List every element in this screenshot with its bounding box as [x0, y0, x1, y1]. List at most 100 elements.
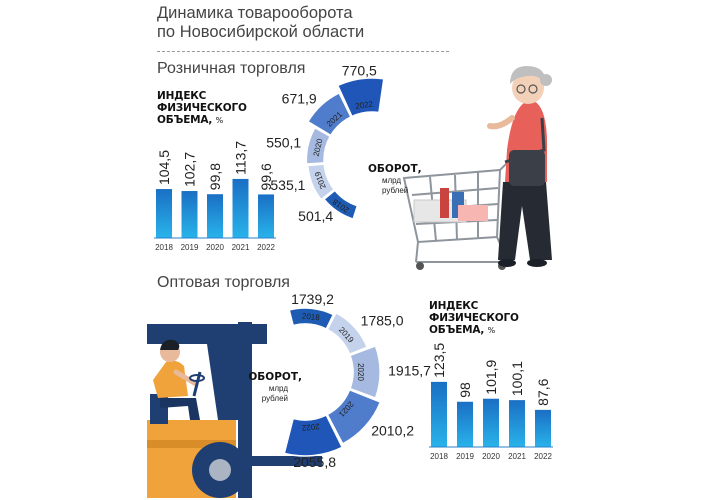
wholesale-index-title-line1: ИНДЕКС — [429, 300, 479, 312]
driver-trousers — [160, 398, 200, 420]
forklift-roof — [147, 324, 267, 344]
value-label-2022: 770,5 — [342, 63, 377, 79]
wholesale-index-title-line3: ОБЪЕМА, — [429, 324, 485, 336]
hair-bun — [540, 74, 552, 86]
value-label-2022: 99,6 — [258, 163, 274, 190]
forklift-frame — [207, 344, 238, 420]
tick-label-2020: 2020 — [482, 452, 500, 461]
value-label-2018: 501,4 — [298, 208, 333, 224]
driver-hair — [160, 339, 180, 350]
charts: 2018 104,5 2019 102,7 2020 99,8 2021 113,7 2022 9… — [154, 63, 553, 470]
tick-label-2022: 2022 — [534, 452, 552, 461]
slice-2020 — [305, 126, 332, 165]
title-line-2: по Новосибирской области — [157, 23, 365, 41]
tick-label-2022: 2022 — [257, 243, 275, 252]
slice-2022 — [283, 414, 344, 457]
turnover-unit-line1: млрд — [382, 176, 401, 185]
value-label-2020: 101,9 — [483, 359, 499, 394]
forklift-stripe — [147, 440, 236, 448]
woman-trousers — [498, 182, 552, 260]
woman-hair — [510, 66, 547, 86]
tick-label-2019: 2019 — [181, 243, 199, 252]
retail-index-unit: % — [215, 116, 224, 125]
retail-index-title-line3: ОБЪЕМА, — [157, 114, 213, 126]
slice-2019 — [326, 311, 369, 356]
glasses — [528, 84, 538, 94]
slice-2018 — [288, 307, 335, 330]
shoe — [527, 259, 547, 267]
value-label-2021: 113,7 — [233, 141, 249, 175]
bar-2019 — [457, 401, 473, 447]
woman-arm — [487, 115, 515, 130]
wholesale-index-chart: 2018 123,5 2019 98 2020 101,9 2021 100,1 2022 87,… — [429, 343, 553, 461]
slice-2021 — [306, 91, 352, 137]
retail-index-title: ИНДЕКС ФИЗИЧЕСКОГО ОБЪЕМА, % — [157, 90, 247, 127]
handbag — [509, 150, 545, 186]
title-line-1: Динамика товарооборота — [157, 4, 353, 22]
wholesale-index-unit: % — [487, 326, 496, 335]
value-label-2020: 99,8 — [207, 163, 223, 190]
bar-2021 — [232, 178, 249, 238]
bar-2020 — [483, 398, 499, 447]
year-label-2022: 2022 — [355, 99, 374, 111]
value-label-2021: 671,9 — [282, 91, 317, 107]
value-label-2018: 123,5 — [431, 343, 447, 378]
tick-label-2019: 2019 — [456, 452, 474, 461]
value-label-2022: 2055,8 — [293, 454, 336, 470]
wholesale-section-title: Оптовая торговля — [157, 274, 290, 291]
slice-2018 — [322, 189, 359, 221]
page-title: Динамика товарооборота по Новосибирской … — [157, 4, 364, 42]
wholesale-index-title: ИНДЕКС ФИЗИЧЕСКОГО ОБЪЕМА, % — [429, 300, 519, 337]
basket — [458, 205, 488, 221]
retail-index-chart: 2018 104,5 2019 102,7 2020 99,8 2021 113,7 2022 9… — [154, 141, 276, 252]
retail-section-title: Розничная торговля — [157, 60, 306, 77]
value-label-2019: 535,1 — [270, 177, 305, 193]
year-label-2022: 2022 — [301, 422, 320, 433]
bar-2021 — [509, 400, 525, 447]
woman-face — [512, 72, 544, 104]
turnover-label: ОБОРОТ, — [368, 163, 422, 175]
divider — [157, 51, 449, 52]
turnover-unit-line1: млрд — [269, 384, 288, 393]
value-label-2020: 550,1 — [266, 134, 301, 150]
value-label-2021: 2010,2 — [371, 422, 414, 438]
glasses — [516, 84, 526, 94]
value-label-2020: 1915,7 — [388, 363, 431, 379]
value-label-2018: 1739,2 — [291, 291, 334, 307]
cart-wheel — [416, 262, 424, 270]
steering-wheel — [189, 374, 205, 382]
woman-with-cart-illustration — [402, 66, 552, 270]
tick-label-2021: 2021 — [508, 452, 526, 461]
year-label-2020: 2020 — [312, 137, 325, 157]
forklift-illustration — [147, 322, 322, 498]
year-label-2020: 2020 — [356, 363, 365, 381]
bar-2018 — [156, 189, 172, 238]
slice-2020 — [349, 344, 381, 400]
slice-2021 — [326, 388, 382, 445]
year-label-2018: 2018 — [301, 312, 320, 323]
retail-index-title-line2: ФИЗИЧЕСКОГО — [157, 102, 247, 114]
turnover-label: ОБОРОТ, — [248, 371, 302, 383]
slice-2019 — [306, 163, 336, 201]
retail-index-title-line1: ИНДЕКС — [157, 90, 207, 102]
driver-shirt — [153, 360, 188, 398]
bar-2022 — [535, 409, 551, 447]
bar-2022 — [258, 194, 274, 238]
bar-2020 — [207, 194, 223, 238]
bottle — [440, 188, 449, 218]
turnover-unit-line2: рублей — [382, 186, 408, 195]
turnover-unit-line2: рублей — [262, 394, 288, 403]
tick-label-2018: 2018 — [155, 243, 173, 252]
bar-2019 — [181, 191, 198, 238]
value-label-2018: 104,5 — [156, 150, 172, 185]
tick-label-2018: 2018 — [430, 452, 448, 461]
value-label-2021: 100,1 — [509, 361, 525, 396]
value-label-2019: 98 — [457, 382, 473, 398]
tick-label-2021: 2021 — [232, 243, 250, 252]
forklift-fork — [252, 456, 322, 466]
shoe — [498, 259, 516, 267]
